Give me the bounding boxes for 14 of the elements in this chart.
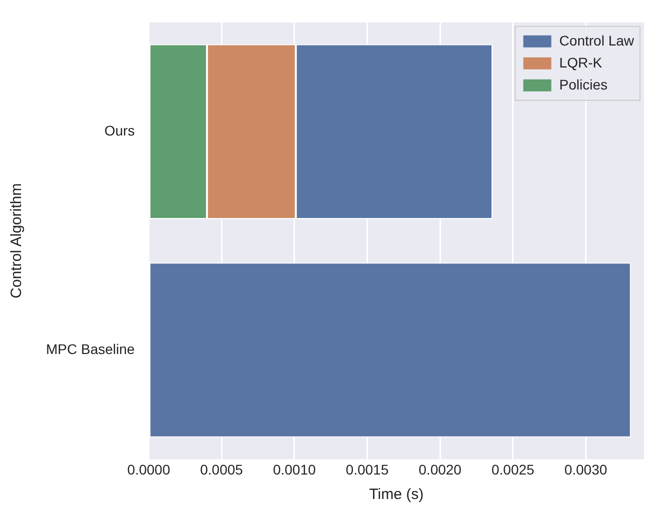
y-tick-label: MPC Baseline xyxy=(46,340,135,357)
x-tick-label: 0.0005 xyxy=(200,461,244,478)
y-axis-title: Control Algorithm xyxy=(8,183,26,298)
x-tick-label: 0.0000 xyxy=(127,461,170,478)
legend-label: Control Law xyxy=(559,32,635,48)
legend-label: LQR-K xyxy=(559,54,603,70)
x-axis-title: Time (s) xyxy=(369,486,424,504)
x-tick-label: 0.0025 xyxy=(491,461,535,478)
x-tick-label: 0.0010 xyxy=(272,461,316,478)
x-tick-label: 0.0020 xyxy=(418,461,462,478)
x-tick-label: 0.0030 xyxy=(564,461,608,478)
legend-label: Policies xyxy=(559,76,608,92)
y-tick-label: Ours xyxy=(104,122,135,138)
x-tick-label: 0.0015 xyxy=(346,461,389,478)
